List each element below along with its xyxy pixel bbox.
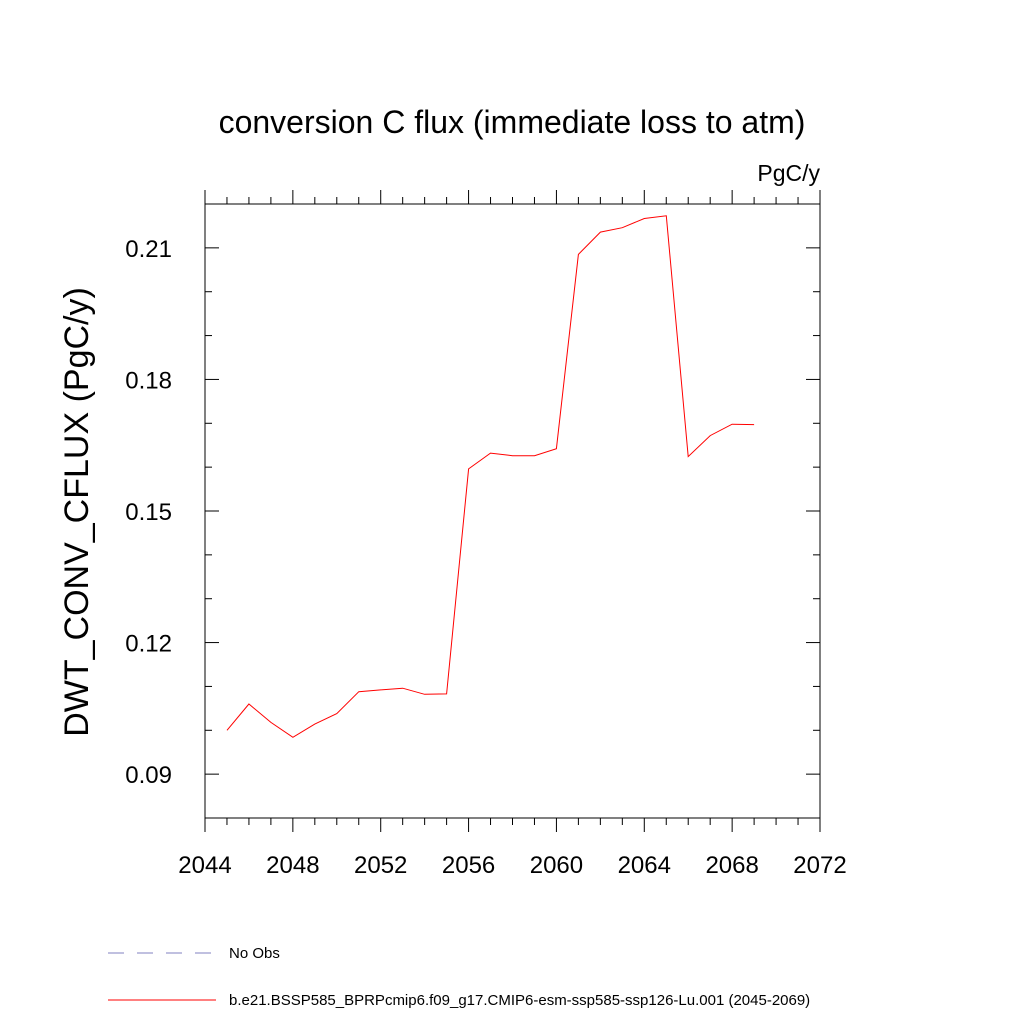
x-tick-label: 2068 <box>705 852 758 879</box>
y-tick-label: 0.09 <box>125 762 172 789</box>
y-tick-label: 0.15 <box>125 499 172 526</box>
y-axis-label: DWT_CONV_CFLUX (PgC/y) <box>58 287 96 737</box>
legend: No Obs b.e21.BSSP585_BPRPcmip6.f09_g17.C… <box>108 945 810 1009</box>
x-tick-label: 2060 <box>530 852 583 879</box>
x-tick-label: 2052 <box>354 852 407 879</box>
x-tick-label: 2044 <box>178 852 231 879</box>
y-tick-label: 0.21 <box>125 236 172 263</box>
y-tick-label: 0.18 <box>125 367 172 394</box>
legend-label-no-obs: No Obs <box>229 945 280 962</box>
chart-title: conversion C flux (immediate loss to atm… <box>219 104 806 140</box>
x-tick-label: 2056 <box>442 852 495 879</box>
x-tick-label: 2064 <box>618 852 671 879</box>
legend-label-series: b.e21.BSSP585_BPRPcmip6.f09_g17.CMIP6-es… <box>229 992 810 1009</box>
plot-area <box>226 215 755 738</box>
plot-frame <box>204 203 821 819</box>
x-tick-label: 2072 <box>793 852 846 879</box>
axes: 2044 2048 2052 2056 2060 2064 2068 2072 0.09 0.12… <box>125 190 847 879</box>
series-line <box>226 215 755 738</box>
units-label: PgC/y <box>757 160 820 186</box>
x-tick-label: 2048 <box>266 852 319 879</box>
y-tick-label: 0.12 <box>125 631 172 658</box>
